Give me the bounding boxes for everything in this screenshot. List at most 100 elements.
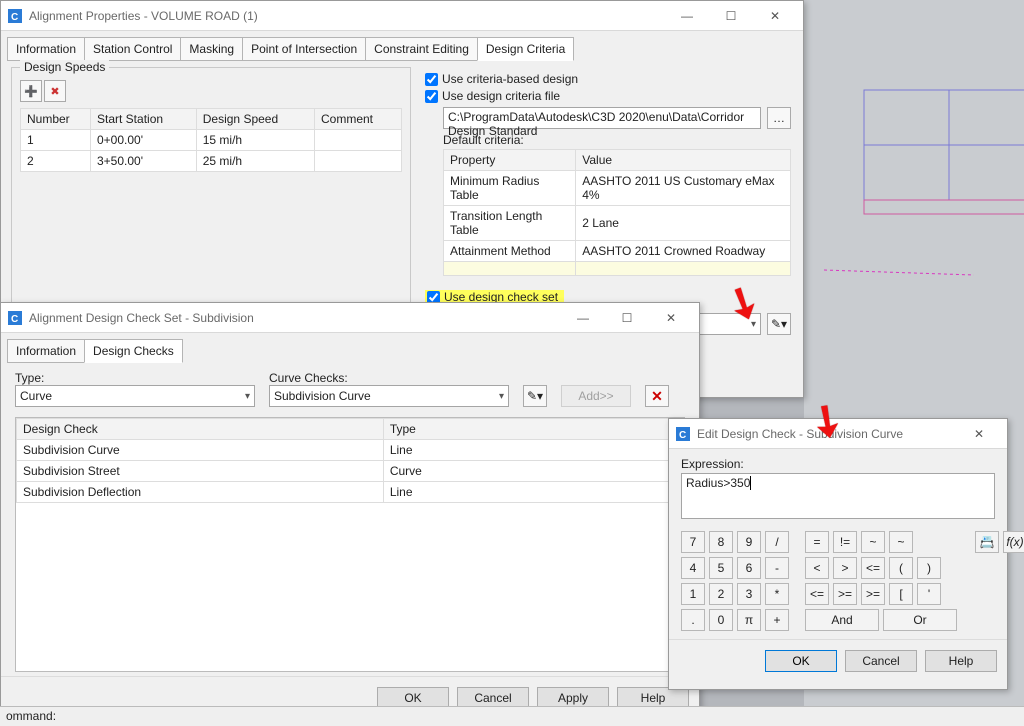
table-row[interactable]: 1 0+00.00' 15 mi/h bbox=[21, 130, 402, 151]
maximize-button[interactable]: ☐ bbox=[605, 303, 649, 332]
col-number: Number bbox=[21, 109, 91, 130]
dialog-footer: OK Cancel Help bbox=[669, 639, 1007, 682]
curve-checks-select[interactable]: Subdivision Curve▾ bbox=[269, 385, 509, 407]
key-9[interactable]: 9 bbox=[737, 531, 761, 553]
key-mul[interactable]: * bbox=[765, 583, 789, 605]
table-row[interactable]: Attainment MethodAASHTO 2011 Crowned Roa… bbox=[444, 241, 791, 262]
tab-masking[interactable]: Masking bbox=[180, 37, 243, 61]
key-lparen[interactable]: ( bbox=[889, 557, 913, 579]
default-criteria-label: Default criteria: bbox=[443, 133, 791, 147]
criteria-table[interactable]: PropertyValue Minimum Radius TableAASHTO… bbox=[443, 149, 791, 276]
tab-strip: Information Design Checks bbox=[1, 333, 699, 363]
type-select[interactable]: Curve▾ bbox=[15, 385, 255, 407]
key-3[interactable]: 3 bbox=[737, 583, 761, 605]
delete-speed-button[interactable]: ✖ bbox=[44, 80, 66, 102]
expression-input[interactable]: Radius>350 bbox=[681, 473, 995, 519]
maximize-button[interactable]: ☐ bbox=[709, 1, 753, 30]
key-tilde1[interactable]: ~ bbox=[861, 531, 885, 553]
close-button[interactable]: ✕ bbox=[753, 1, 797, 30]
tab-design-checks[interactable]: Design Checks bbox=[84, 339, 183, 363]
close-button[interactable]: ✕ bbox=[957, 419, 1001, 448]
key-6[interactable]: 6 bbox=[737, 557, 761, 579]
key-and[interactable]: And bbox=[805, 609, 879, 631]
key-8[interactable]: 8 bbox=[709, 531, 733, 553]
tab-information[interactable]: Information bbox=[7, 339, 85, 363]
criteria-file-checkbox[interactable]: Use design criteria file bbox=[425, 89, 791, 103]
window-title: Alignment Design Check Set - Subdivision bbox=[29, 311, 561, 325]
titlebar[interactable]: C Alignment Design Check Set - Subdivisi… bbox=[1, 303, 699, 333]
app-icon: C bbox=[675, 426, 691, 442]
design-speeds-label: Design Speeds bbox=[20, 60, 109, 74]
table-row[interactable]: Transition Length Table2 Lane bbox=[444, 206, 791, 241]
svg-text:C: C bbox=[679, 430, 686, 441]
tab-station-control[interactable]: Station Control bbox=[84, 37, 181, 61]
key-minus[interactable]: - bbox=[765, 557, 789, 579]
cancel-button[interactable]: Cancel bbox=[845, 650, 917, 672]
table-row[interactable]: Subdivision StreetCurve bbox=[17, 461, 684, 482]
tab-poi[interactable]: Point of Intersection bbox=[242, 37, 366, 61]
insert-function-button[interactable]: f(x) bbox=[1003, 531, 1024, 553]
tab-design-criteria[interactable]: Design Criteria bbox=[477, 37, 574, 61]
table-row[interactable]: Subdivision CurveLine bbox=[17, 440, 684, 461]
app-icon: C bbox=[7, 8, 23, 24]
browse-file-button[interactable]: … bbox=[767, 107, 791, 129]
table-row[interactable]: Minimum Radius TableAASHTO 2011 US Custo… bbox=[444, 171, 791, 206]
titlebar[interactable]: C Alignment Properties - VOLUME ROAD (1)… bbox=[1, 1, 803, 31]
key-quote[interactable]: ' bbox=[917, 583, 941, 605]
criteria-based-checkbox[interactable]: Use criteria-based design bbox=[425, 72, 791, 86]
key-lbrack[interactable]: [ bbox=[889, 583, 913, 605]
edit-check-set-button[interactable]: ✎▾ bbox=[767, 313, 791, 335]
col-start-station: Start Station bbox=[91, 109, 197, 130]
key-gte2[interactable]: >= bbox=[861, 583, 885, 605]
minimize-button[interactable]: — bbox=[561, 303, 605, 332]
key-0[interactable]: 0 bbox=[709, 609, 733, 631]
key-or[interactable]: Or bbox=[883, 609, 957, 631]
insert-property-button[interactable]: 📇 bbox=[975, 531, 999, 553]
command-bar[interactable]: ommand: bbox=[0, 706, 1024, 726]
key-1[interactable]: 1 bbox=[681, 583, 705, 605]
key-2[interactable]: 2 bbox=[709, 583, 733, 605]
key-5[interactable]: 5 bbox=[709, 557, 733, 579]
minimize-button[interactable]: — bbox=[665, 1, 709, 30]
ok-button[interactable]: OK bbox=[765, 650, 837, 672]
key-dot[interactable]: . bbox=[681, 609, 705, 631]
edit-check-button[interactable]: ✎▾ bbox=[523, 385, 547, 407]
key-lte[interactable]: <= bbox=[861, 557, 885, 579]
table-row[interactable]: 2 3+50.00' 25 mi/h bbox=[21, 151, 402, 172]
window-title: Alignment Properties - VOLUME ROAD (1) bbox=[29, 9, 665, 23]
help-button[interactable]: Help bbox=[925, 650, 997, 672]
key-lt[interactable]: < bbox=[805, 557, 829, 579]
close-button[interactable]: ✕ bbox=[649, 303, 693, 332]
tab-strip: Information Station Control Masking Poin… bbox=[1, 31, 803, 61]
type-label: Type: bbox=[15, 371, 255, 385]
key-gte[interactable]: >= bbox=[833, 583, 857, 605]
col-design-speed: Design Speed bbox=[196, 109, 314, 130]
tab-information[interactable]: Information bbox=[7, 37, 85, 61]
edit-design-check-window: C Edit Design Check - Subdivision Curve … bbox=[668, 418, 1008, 690]
key-7[interactable]: 7 bbox=[681, 531, 705, 553]
key-tilde2[interactable]: ~ bbox=[889, 531, 913, 553]
key-pi[interactable]: π bbox=[737, 609, 761, 631]
expression-label: Expression: bbox=[681, 457, 995, 471]
key-lte2[interactable]: <= bbox=[805, 583, 829, 605]
table-row[interactable]: Subdivision DeflectionLine bbox=[17, 482, 684, 503]
curve-checks-label: Curve Checks: bbox=[269, 371, 509, 385]
delete-check-button[interactable]: ✕ bbox=[645, 385, 669, 407]
key-4[interactable]: 4 bbox=[681, 557, 705, 579]
key-neq[interactable]: != bbox=[833, 531, 857, 553]
design-checks-table[interactable]: Design CheckType Subdivision CurveLine S… bbox=[16, 418, 684, 503]
app-icon: C bbox=[7, 310, 23, 326]
key-eq[interactable]: = bbox=[805, 531, 829, 553]
criteria-file-path[interactable]: C:\ProgramData\Autodesk\C3D 2020\enu\Dat… bbox=[443, 107, 761, 129]
key-div[interactable]: / bbox=[765, 531, 789, 553]
key-rparen[interactable]: ) bbox=[917, 557, 941, 579]
add-speed-button[interactable]: ➕ bbox=[20, 80, 42, 102]
key-plus[interactable]: + bbox=[765, 609, 789, 631]
add-check-button[interactable]: Add>> bbox=[561, 385, 631, 407]
tab-constraint[interactable]: Constraint Editing bbox=[365, 37, 478, 61]
key-gt[interactable]: > bbox=[833, 557, 857, 579]
col-comment: Comment bbox=[315, 109, 402, 130]
design-check-set-window: C Alignment Design Check Set - Subdivisi… bbox=[0, 302, 700, 720]
design-speeds-table[interactable]: Number Start Station Design Speed Commen… bbox=[20, 108, 402, 172]
svg-text:C: C bbox=[11, 314, 18, 325]
